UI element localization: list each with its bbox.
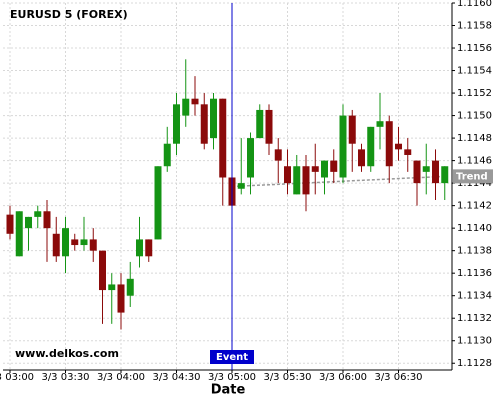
candle-body: [274, 149, 282, 161]
candle-body: [321, 160, 328, 178]
candle-body: [441, 166, 449, 184]
candle-body: [126, 278, 134, 296]
y-tick-label: 1.1132: [457, 313, 492, 324]
x-tick-label: 3/3 03:30: [41, 372, 89, 383]
candle-body: [265, 109, 273, 144]
event-label: Event: [216, 352, 248, 363]
y-tick-label: 1.1142: [457, 201, 492, 212]
y-tick-label: 1.1144: [457, 178, 492, 189]
y-tick-label: 1.1134: [457, 291, 492, 302]
y-tick-label: 1.1154: [457, 66, 492, 77]
y-tick-label: 1.1140: [457, 223, 492, 234]
y-tick-label: 1.1160: [457, 0, 492, 9]
candle-body: [422, 166, 430, 172]
candle-body: [237, 183, 245, 189]
candle-body: [34, 211, 42, 217]
y-tick-label: 1.1148: [457, 133, 492, 144]
y-tick-label: 1.1152: [457, 88, 492, 99]
x-axis-title: Date: [211, 383, 246, 398]
y-tick-label: 1.1136: [457, 268, 492, 279]
candle-body: [256, 109, 264, 139]
trend-label-bg: [453, 169, 493, 184]
trend-label: Trend: [456, 171, 488, 182]
candle-body: [99, 250, 106, 291]
candle-body: [302, 166, 310, 195]
y-tick-label: 1.1156: [457, 43, 492, 54]
x-tick-label: 3/3 06:00: [319, 372, 367, 383]
candle-body: [432, 160, 439, 184]
candle-body: [25, 216, 32, 229]
candle-body: [191, 98, 199, 105]
candle-body: [52, 233, 60, 257]
event-label-bg: [210, 350, 254, 364]
candle-body: [89, 239, 97, 251]
candle-body: [339, 115, 347, 178]
candle-body: [6, 214, 14, 234]
candle-body: [413, 160, 421, 184]
y-tick-label: 1.1146: [457, 156, 492, 167]
y-tick-label: 1.1130: [457, 336, 492, 347]
candle-body: [385, 121, 393, 167]
trend-line: [231, 175, 445, 188]
x-tick-label: 3/3 03:00: [0, 372, 34, 383]
x-tick-label: 3/3 06:30: [374, 372, 422, 383]
x-tick-label: 3/3 05:30: [263, 372, 311, 383]
candle-body: [395, 143, 402, 150]
candle-body: [284, 166, 291, 184]
candle-body: [136, 239, 143, 257]
x-tick-label: 3/3 04:00: [97, 372, 145, 383]
candle-body: [108, 284, 116, 291]
candle-body: [182, 98, 190, 116]
candle-body: [71, 239, 79, 246]
candle-body: [154, 166, 162, 240]
candle-body: [117, 284, 125, 313]
candle-body: [145, 239, 153, 257]
x-tick-label: 3/3 05:00: [208, 372, 256, 383]
candle-body: [247, 138, 254, 178]
candle-body: [367, 126, 375, 167]
y-tick-label: 1.1128: [457, 358, 492, 369]
candle-body: [80, 239, 88, 246]
candle-body: [173, 104, 180, 144]
x-tick-label: 3/3 04:30: [152, 372, 200, 383]
candle-body: [348, 115, 356, 144]
candle-body: [293, 166, 301, 195]
y-tick-label: 1.1138: [457, 246, 492, 257]
candle-body: [15, 211, 23, 257]
candle-body: [311, 166, 319, 172]
y-tick-label: 1.1158: [457, 21, 492, 32]
candle-body: [219, 98, 227, 178]
chart-title: EURUSD 5 (FOREX): [10, 8, 128, 21]
candle-body: [358, 149, 365, 167]
candle-body: [200, 104, 208, 144]
candle-body: [210, 98, 217, 139]
candle-body: [163, 143, 171, 167]
watermark: www.delkos.com: [15, 347, 119, 360]
candle-body: [376, 121, 384, 127]
candle-body: [62, 228, 69, 257]
candle-body: [43, 211, 51, 229]
y-tick-label: 1.1150: [457, 111, 492, 122]
candle-body: [404, 149, 412, 155]
candle-body: [330, 160, 338, 172]
